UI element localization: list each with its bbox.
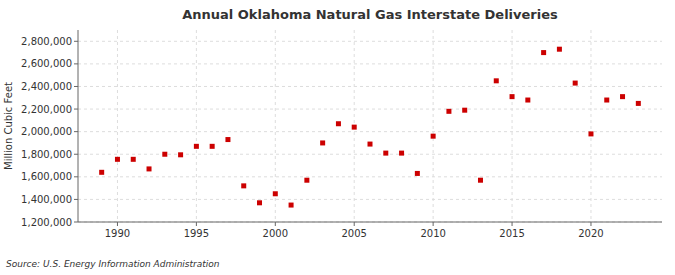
- tick-label: 1995: [184, 228, 209, 239]
- point: [510, 94, 515, 99]
- point: [525, 98, 530, 103]
- point: [462, 108, 467, 113]
- point: [304, 178, 309, 183]
- point: [131, 157, 136, 162]
- point: [368, 142, 373, 147]
- point: [604, 98, 609, 103]
- tick: [74, 154, 78, 155]
- point: [320, 140, 325, 145]
- tick-label: 2,800,000: [21, 36, 72, 47]
- tick-label: 2,600,000: [21, 58, 72, 69]
- tick-label: 2005: [341, 228, 366, 239]
- grid-line: [512, 30, 513, 222]
- tick-label: 1,400,000: [21, 194, 72, 205]
- grid-line: [433, 30, 434, 222]
- point: [336, 121, 341, 126]
- point: [194, 144, 199, 149]
- tick-label: 2010: [420, 228, 445, 239]
- tick: [74, 109, 78, 110]
- chart: 1,200,000 1,400,000 1,600,000 1,800,000 2,00…: [0, 0, 675, 275]
- y-axis-label: Million Cubic Feet: [3, 82, 14, 170]
- point: [289, 203, 294, 208]
- tick: [275, 222, 276, 226]
- point: [431, 134, 436, 139]
- grid-line: [590, 30, 591, 222]
- points: [99, 47, 641, 208]
- point: [225, 137, 230, 142]
- point: [241, 183, 246, 188]
- tick-label: 2000: [263, 228, 288, 239]
- tick-label: 2020: [578, 228, 603, 239]
- grid-line: [78, 109, 662, 110]
- tick: [196, 222, 197, 226]
- grid-line: [78, 199, 662, 200]
- x-axis-line: [78, 222, 662, 223]
- point: [115, 157, 120, 162]
- tick: [74, 222, 78, 223]
- tick-label: 1,600,000: [21, 171, 72, 182]
- tick: [590, 222, 591, 226]
- grid-line: [78, 176, 662, 177]
- grid-line: [196, 30, 197, 222]
- source: Source: U.S. Energy Information Administ…: [6, 259, 220, 269]
- point: [383, 151, 388, 156]
- point: [415, 171, 420, 176]
- y-axis-line: [78, 30, 79, 222]
- tick: [433, 222, 434, 226]
- point: [557, 47, 562, 52]
- tick: [74, 199, 78, 200]
- grid-line: [78, 63, 662, 64]
- grid-line: [78, 131, 662, 132]
- tick-label: 2,400,000: [21, 81, 72, 92]
- point: [588, 131, 593, 136]
- tick-label: 1,200,000: [21, 217, 72, 228]
- point: [99, 170, 104, 175]
- point: [352, 125, 357, 130]
- point: [620, 94, 625, 99]
- point: [636, 101, 641, 106]
- grid-line: [78, 41, 662, 42]
- point: [210, 144, 215, 149]
- grid-line: [117, 30, 118, 222]
- tick: [74, 63, 78, 64]
- tick-label: 1,800,000: [21, 149, 72, 160]
- point: [399, 151, 404, 156]
- tick-label: 2,200,000: [21, 104, 72, 115]
- grid-line: [78, 222, 662, 223]
- point: [257, 200, 262, 205]
- grid: [78, 30, 662, 222]
- point: [446, 109, 451, 114]
- point: [178, 152, 183, 157]
- tick: [117, 222, 118, 226]
- tick: [74, 41, 78, 42]
- tick: [74, 176, 78, 177]
- point: [147, 166, 152, 171]
- point: [494, 78, 499, 83]
- point: [573, 81, 578, 86]
- tick: [74, 131, 78, 132]
- tick-label: 1990: [105, 228, 130, 239]
- axes: 1,200,000 1,400,000 1,600,000 1,800,000 2,00…: [21, 30, 662, 239]
- tick-label: 2,000,000: [21, 126, 72, 137]
- point: [273, 191, 278, 196]
- tick: [512, 222, 513, 226]
- point: [162, 152, 167, 157]
- point: [478, 178, 483, 183]
- tick: [354, 222, 355, 226]
- point: [541, 50, 546, 55]
- title: Annual Oklahoma Natural Gas Interstate D…: [182, 7, 558, 22]
- tick-label: 2015: [499, 228, 524, 239]
- grid-line: [78, 86, 662, 87]
- tick: [74, 86, 78, 87]
